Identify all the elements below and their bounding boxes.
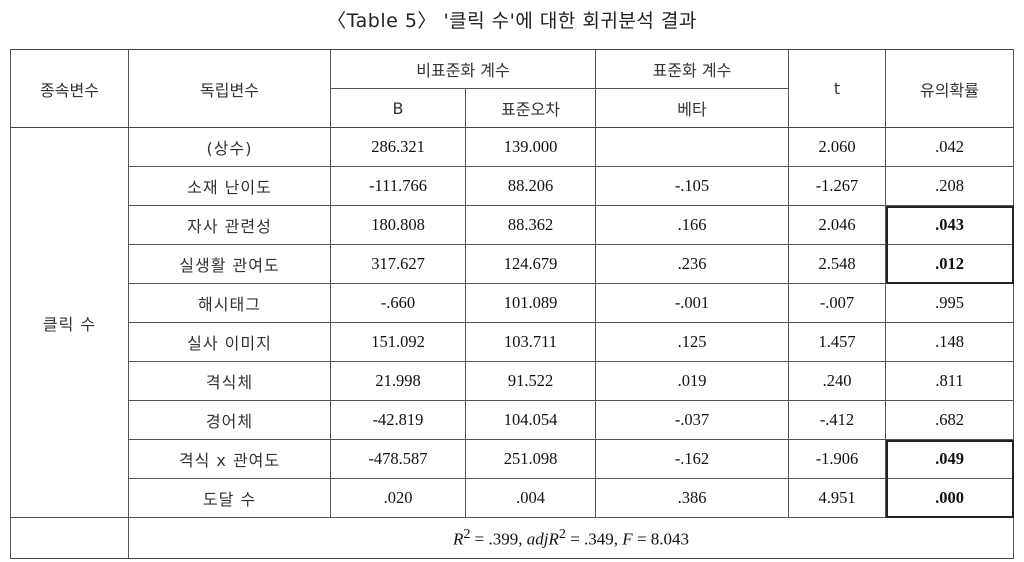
beta-cell: -.162: [595, 439, 789, 479]
b-cell: 151.092: [330, 322, 466, 362]
f-value: = 8.043: [632, 529, 690, 549]
table-row: 도달 수 .020.004.386 4.951 .000: [11, 478, 1014, 518]
t-cell: -.412: [788, 400, 886, 440]
t-cell: 1.457: [788, 322, 886, 362]
independent-variable-cell: 경어체: [128, 400, 331, 440]
t-cell: 2.060: [788, 127, 886, 167]
table-row: 해시태그 -.660 101.089 -.001 -.007.995: [11, 283, 1014, 323]
independent-variable-cell: 실사 이미지: [128, 322, 331, 362]
t-cell: 2.046: [788, 205, 886, 245]
table-row: 실생활 관여도 317.627 124.679.236 2.548 .012: [11, 244, 1014, 284]
std-error-cell: 251.098: [465, 439, 596, 479]
beta-cell: .125: [595, 322, 789, 362]
table-row: 격식체 21.998 91.522.019.240.811: [11, 361, 1014, 401]
significance-cell: .000: [885, 478, 1014, 518]
beta-cell: .236: [595, 244, 789, 284]
b-cell: 317.627: [330, 244, 466, 284]
significance-cell: .049: [885, 439, 1014, 479]
b-cell: 180.808: [330, 205, 466, 245]
header-row-2: B 표준오차 베타: [11, 88, 1014, 128]
significance-cell: .042: [885, 127, 1014, 167]
beta-cell: .166: [595, 205, 789, 245]
std-error-cell: 101.089: [465, 283, 596, 323]
significance-cell: .811: [885, 361, 1014, 401]
independent-variable-cell: 도달 수: [128, 478, 331, 518]
std-error-cell: 88.362: [465, 205, 596, 245]
std-error-cell: .004: [465, 478, 596, 518]
header-std-error: 표준오차: [465, 88, 596, 128]
std-error-cell: 139.000: [465, 127, 596, 167]
std-error-cell: 104.054: [465, 400, 596, 440]
significance-cell: .012: [885, 244, 1014, 284]
table-row: 실사 이미지 151.092 103.711.125 1.457.148: [11, 322, 1014, 362]
footer-row: R2 = .399, adjR2 = .349, F = 8.043: [10, 517, 1014, 559]
b-cell: -42.819: [330, 400, 466, 440]
significance-value-bold: .043: [935, 215, 964, 234]
b-cell: -111.766: [330, 166, 466, 206]
independent-variable-cell: 자사 관련성: [128, 205, 331, 245]
header-b: B: [330, 88, 466, 128]
significance-value-bold: .000: [935, 488, 964, 507]
std-error-cell: 91.522: [465, 361, 596, 401]
beta-cell: .386: [595, 478, 789, 518]
adj-r2-value: = .349,: [565, 529, 623, 549]
dependent-variable-cell: 클릭 수: [10, 127, 129, 518]
header-standardized: 표준화 계수: [595, 49, 789, 89]
independent-variable-cell: 소재 난이도: [128, 166, 331, 206]
header-dependent: 종속변수: [10, 49, 129, 128]
header-row-1: 종속변수 독립변수 비표준화 계수 표준화 계수 t 유의확률: [10, 49, 1014, 128]
table-caption: 〈Table 5〉 '클릭 수'에 대한 회귀분석 결과: [327, 10, 697, 32]
b-cell: 21.998: [330, 361, 466, 401]
r2-sup: 2: [463, 526, 471, 543]
std-error-cell: 88.206: [465, 166, 596, 206]
header-independent: 독립변수: [128, 49, 331, 128]
r2-value: = .399,: [470, 529, 527, 549]
footer-empty-cell: [10, 517, 129, 559]
header-unstandardized: 비표준화 계수: [330, 49, 596, 89]
significance-cell: .682: [885, 400, 1014, 440]
significance-cell: .208: [885, 166, 1014, 206]
significance-cell: .148: [885, 322, 1014, 362]
beta-cell: -.001: [595, 283, 789, 323]
table-row: 경어체 -42.819 104.054 -.037 -.412.682: [11, 400, 1014, 440]
t-cell: -.007: [788, 283, 886, 323]
header-t: t: [788, 49, 886, 128]
adj-r2-label: adjR: [526, 529, 559, 549]
independent-variable-cell: 격식 x 관여도: [128, 439, 331, 479]
t-cell: 2.548: [788, 244, 886, 284]
f-label: F: [622, 529, 633, 549]
std-error-cell: 124.679: [465, 244, 596, 284]
t-cell: .240: [788, 361, 886, 401]
regression-table: 종속변수 독립변수 비표준화 계수 표준화 계수 t 유의확률 B 표준오차 베…: [10, 49, 1014, 559]
table-row: 자사 관련성 180.808 88.362.166 2.046 .043: [11, 205, 1014, 245]
beta-cell: -.105: [595, 166, 789, 206]
model-fit-statistics: R2 = .399, adjR2 = .349, F = 8.043: [128, 517, 1014, 559]
independent-variable-cell: (상수): [128, 127, 331, 167]
table-row: 소재 난이도 -111.766 88.206 -.105 -1.267.208: [11, 166, 1014, 206]
header-significance: 유의확률: [885, 49, 1014, 128]
adj-r2-sup: 2: [558, 526, 566, 543]
b-cell: .020: [330, 478, 466, 518]
beta-cell: [595, 127, 789, 167]
t-cell: -1.906: [788, 439, 886, 479]
independent-variable-cell: 격식체: [128, 361, 331, 401]
significance-cell: .995: [885, 283, 1014, 323]
table-row: 격식 x 관여도 -478.587 251.098 -.162 -1.906 .049: [11, 439, 1014, 479]
b-cell: -478.587: [330, 439, 466, 479]
t-cell: -1.267: [788, 166, 886, 206]
beta-cell: -.037: [595, 400, 789, 440]
independent-variable-cell: 해시태그: [128, 283, 331, 323]
significance-value-bold: .049: [935, 449, 964, 468]
t-cell: 4.951: [788, 478, 886, 518]
significance-value-bold: .012: [935, 254, 964, 273]
significance-cell: .043: [885, 205, 1014, 245]
independent-variable-cell: 실생활 관여도: [128, 244, 331, 284]
b-cell: 286.321: [330, 127, 466, 167]
table-row: 클릭 수 (상수) 286.321 139.000 2.060.042: [10, 127, 1014, 518]
header-beta: 베타: [595, 88, 789, 128]
beta-cell: .019: [595, 361, 789, 401]
r2-label: R: [452, 529, 464, 549]
std-error-cell: 103.711: [465, 322, 596, 362]
b-cell: -.660: [330, 283, 466, 323]
